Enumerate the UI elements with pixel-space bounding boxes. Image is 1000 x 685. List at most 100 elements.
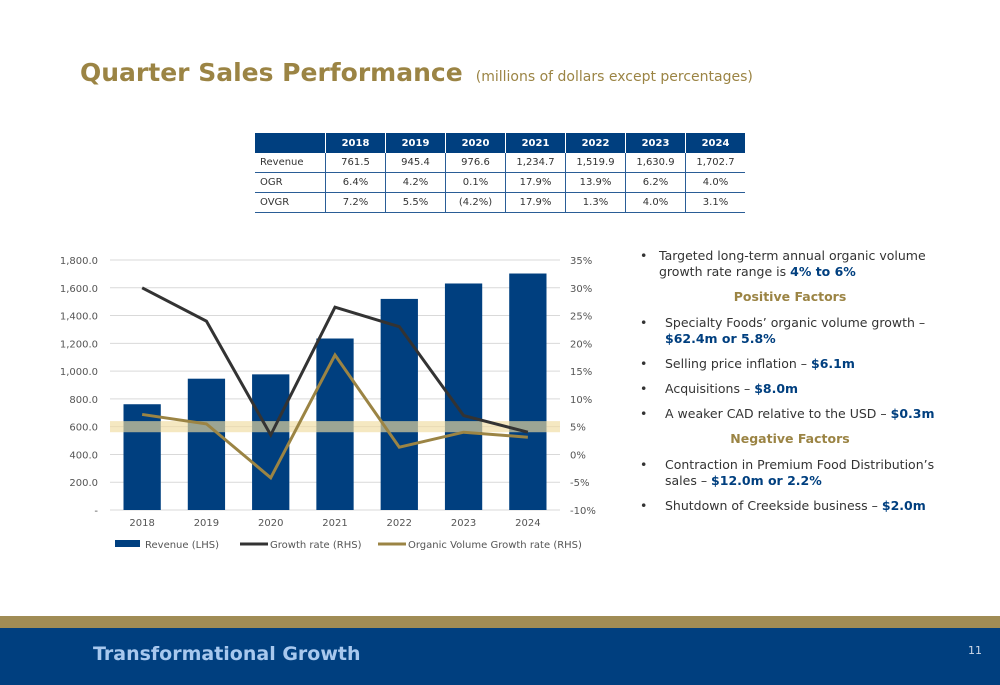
x-axis-tick-label: 2022 [387,518,412,529]
bullet-dot-icon: • [640,498,648,513]
table-row: Revenue 761.5 945.4 976.6 1,234.7 1,519.… [255,153,745,173]
positive-bullet: • Selling price inflation – $6.1m [640,356,940,372]
x-axis-tick-label: 2018 [129,518,154,529]
table-cell: 7.2% [325,192,386,213]
table-cell: Revenue [255,153,326,173]
left-axis-tick-label: 800.0 [69,395,98,406]
bullet-dot-icon: • [640,381,648,396]
growth-rate-line [141,286,529,439]
negative-bullet: • Shutdown of Creekside business – $2.0m [640,498,940,514]
table-cell: (4.2%) [445,192,506,213]
negative-bullet: • Contraction in Premium Food Distributi… [640,457,940,489]
right-axis-tick-label: -10% [570,506,596,517]
page-number: 11 [968,644,982,657]
x-axis-tick-label: 2021 [322,518,347,529]
revenue-bar [380,298,418,510]
bullet-highlight: $62.4m or 5.8% [665,331,776,346]
table-header-row: 2018 2019 2020 2021 2022 2023 2024 [255,133,745,153]
revenue-bar [187,378,226,510]
table-cell: 17.9% [505,172,566,193]
revenue-bar [123,404,161,510]
legend-swatch-bar [115,540,140,547]
table-cell: 945.4 [385,153,446,173]
factors-panel: • Targeted long-term annual organic volu… [640,248,940,523]
right-axis-tick-label: 15% [570,367,592,378]
revenue-bar [252,374,290,510]
left-axis-tick-label: - [94,506,98,517]
table-cell: 5.5% [385,192,446,213]
table-cell: 761.5 [325,153,386,173]
bullet-highlight: $2.0m [881,498,926,513]
bullet-text: Selling price inflation – [665,356,812,371]
footer-bar: Transformational Growth 11 [0,628,1000,685]
table-cell: OGR [255,172,326,193]
positive-factors-heading: Positive Factors [733,289,847,304]
table-row: OVGR 7.2% 5.5% (4.2%) 17.9% 1.3% 4.0% 3.… [255,192,745,213]
bullet-highlight: $8.0m [754,381,799,396]
table-header-cell: 2019 [385,133,446,153]
right-axis-tick-label: 25% [570,312,592,323]
right-axis-tick-label: 20% [570,339,592,350]
table-header-cell: 2021 [505,133,566,153]
bullet-text: Shutdown of Creekside business – [665,498,882,513]
positive-bullet: • A weaker CAD relative to the USD – $0.… [640,406,940,422]
right-axis-tick-label: 35% [570,256,592,267]
x-axis-tick-label: 2020 [258,518,283,529]
table-cell: 17.9% [505,192,566,213]
bullet-text: Specialty Foods’ organic volume growth – [665,315,926,330]
negative-factors-heading: Negative Factors [730,431,850,446]
footer-title: Transformational Growth [93,643,361,665]
table-cell: 3.1% [685,192,745,213]
legend-label: Revenue (LHS) [145,540,219,551]
table-cell: 0.1% [445,172,506,193]
table-header-cell: 2024 [685,133,745,153]
table-cell: 1,234.7 [505,153,566,173]
x-axis-tick-label: 2024 [515,518,540,529]
left-axis-tick-label: 1,200.0 [60,339,98,350]
right-axis-tick-label: 30% [570,284,592,295]
bullet-dot-icon: • [640,406,648,421]
left-axis-tick-label: 1,000.0 [60,367,98,378]
page-subtitle: (millions of dollars except percentages) [475,69,753,85]
revenue-growth-chart: - 200.0 400.0 600.0 800.0 1,000.0 1,200.0 1,400… [60,256,596,551]
left-axis-tick-label: 1,800.0 [60,256,98,267]
bullet-text: Contraction in Premium Food Distribution… [665,457,935,488]
bullet-text: Acquisitions – [665,381,755,396]
left-axis-tick-label: 1,600.0 [60,284,98,295]
table-cell: 1,630.9 [625,153,686,173]
bullet-dot-icon: • [640,315,648,330]
table-row: OGR 6.4% 4.2% 0.1% 17.9% 13.9% 6.2% 4.0% [255,172,745,193]
legend-label: Organic Volume Growth rate (RHS) [408,540,582,551]
table-cell: 4.0% [685,172,745,193]
table-cell: OVGR [255,192,326,213]
intro-bullet: • Targeted long-term annual organic volu… [640,248,940,280]
bullet-highlight: $0.3m [890,406,935,421]
table-cell: 4.2% [385,172,446,193]
table-cell: 1,519.9 [565,153,626,173]
slide-title: Quarter Sales Performance (millions of d… [80,58,753,87]
table-cell: 1.3% [565,192,626,213]
table-cell: 976.6 [445,153,506,173]
target-range-band [110,421,560,433]
footer-accent-band [0,616,1000,628]
table-header-cell [255,133,326,153]
intro-highlight: 4% to 6% [790,264,856,279]
table-header-cell: 2018 [325,133,386,153]
table-header-cell: 2022 [565,133,626,153]
intro-text: Targeted long-term annual organic volume… [659,248,926,279]
table-header-cell: 2023 [625,133,686,153]
right-axis-tick-label: 5% [570,423,586,434]
table-cell: 1,702.7 [685,153,745,173]
bullet-highlight: $12.0m or 2.2% [711,473,822,488]
positive-bullet: • Acquisitions – $8.0m [640,381,940,397]
sales-table: 2018 2019 2020 2021 2022 2023 2024 Reven… [255,133,745,213]
right-axis-tick-label: -5% [570,478,589,489]
table-cell: 6.2% [625,172,686,193]
table-cell: 6.4% [325,172,386,193]
left-axis-tick-label: 600.0 [69,423,98,434]
bullet-highlight: $6.1m [811,356,855,371]
page-title: Quarter Sales Performance [80,58,463,87]
x-axis-tick-label: 2023 [451,518,476,529]
right-axis-tick-label: 0% [570,450,586,461]
bullet-text: A weaker CAD relative to the USD – [665,406,891,421]
